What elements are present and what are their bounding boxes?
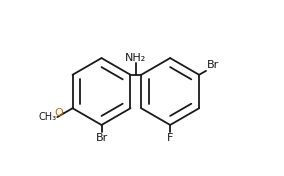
Text: Br: Br [95, 133, 108, 143]
Text: O: O [55, 108, 63, 118]
Text: NH₂: NH₂ [125, 53, 147, 63]
Text: F: F [167, 133, 173, 143]
Text: Br: Br [206, 60, 219, 70]
Text: CH₃: CH₃ [38, 112, 57, 122]
